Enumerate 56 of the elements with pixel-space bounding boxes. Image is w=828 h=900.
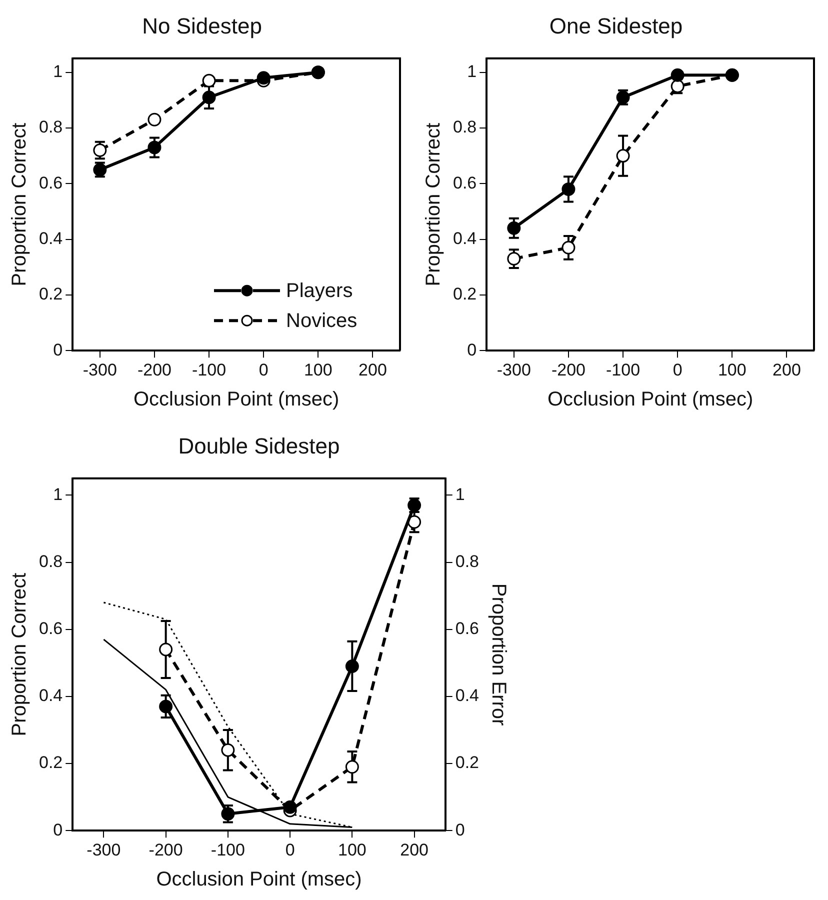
x-tick-label: -300: [82, 360, 117, 380]
x-axis-title: Occlusion Point (msec): [134, 388, 340, 411]
y-axis-title: Proportion Correct: [8, 572, 31, 736]
chart-title: No Sidestep: [142, 13, 262, 38]
legend-label: Novices: [286, 310, 358, 332]
x-tick-label: 100: [338, 840, 366, 860]
y-tick-label: 0.4: [38, 228, 63, 248]
x-tick-label: 100: [304, 360, 332, 380]
point: [345, 760, 359, 774]
y-tick-label: 0: [467, 340, 477, 360]
x-tick-label: 100: [718, 360, 746, 380]
y-tick-label: 0.2: [452, 284, 477, 304]
chart-title: One Sidestep: [549, 13, 683, 38]
y-tick-label: 0: [53, 340, 63, 360]
y-tick-label: 1: [53, 484, 63, 504]
y-tick-label: 0.2: [38, 284, 63, 304]
point: [408, 515, 422, 529]
x-tick-label: -100: [192, 360, 226, 380]
x-tick-label: -200: [137, 360, 172, 380]
x-tick-label: 200: [358, 360, 387, 380]
x-tick-label: 0: [258, 360, 268, 380]
chart-title: Double Sidestep: [178, 433, 340, 458]
x-tick-label: 0: [672, 360, 682, 380]
y-tick-label: 0: [53, 820, 63, 840]
point: [345, 659, 359, 673]
y-axis-title: Proportion Correct: [8, 122, 31, 286]
x-tick-label: -300: [496, 360, 531, 380]
y-tick-label: 1: [53, 62, 63, 81]
y-tick-label: 0.4: [452, 228, 477, 248]
y2-axis-title: Proportion Error: [487, 583, 510, 726]
point: [221, 807, 235, 821]
y-tick-label: 0.4: [38, 686, 63, 706]
y-tick-label: 0.6: [38, 619, 63, 638]
y-tick-label: 0.6: [452, 173, 477, 192]
y-tick-label: 0.8: [38, 118, 63, 137]
x-tick-label: -100: [210, 840, 245, 860]
point: [221, 743, 235, 757]
x-tick-label: -100: [606, 360, 640, 380]
x-tick-label: -200: [148, 840, 183, 860]
x-tick-label: -200: [551, 360, 586, 380]
x-tick-label: 200: [772, 360, 801, 380]
y-axis-title: Proportion Correct: [422, 122, 445, 286]
x-tick-label: 0: [285, 840, 295, 860]
y-tick-label: 0.2: [38, 753, 63, 772]
y-tick-label: 0.8: [452, 118, 477, 137]
point: [159, 700, 173, 714]
x-tick-label: -300: [86, 840, 121, 860]
point: [159, 642, 173, 656]
x-axis-title: Occlusion Point (msec): [548, 388, 754, 411]
legend-label: Players: [286, 280, 353, 302]
y-tick-label: 1: [467, 62, 477, 81]
y-tick-label: 0.6: [38, 173, 63, 192]
x-axis-title: Occlusion Point (msec): [156, 868, 362, 891]
y-tick-label: 0.8: [38, 552, 63, 571]
point: [283, 800, 297, 814]
x-tick-label: 200: [400, 840, 428, 860]
